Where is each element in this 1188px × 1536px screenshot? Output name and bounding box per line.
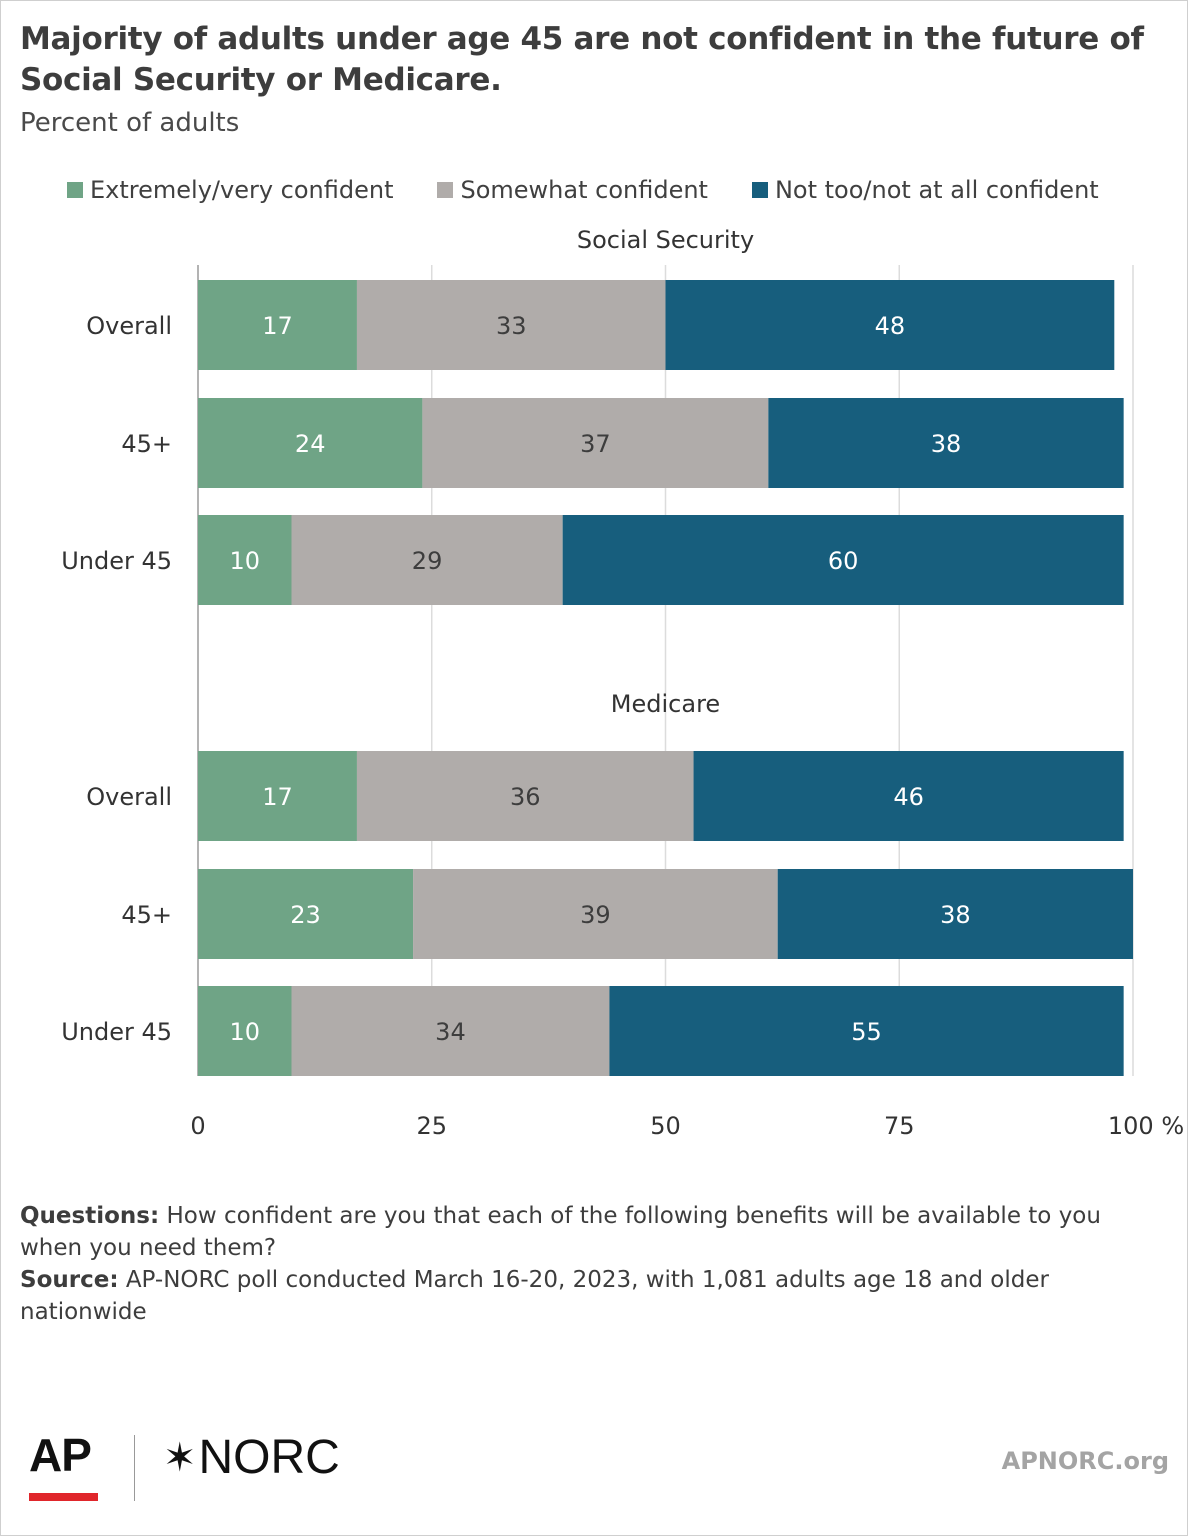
x-tick-label: 100 % (1108, 1112, 1184, 1140)
data-label: 38 (940, 901, 971, 929)
bar-segment (768, 398, 1124, 488)
legend-swatch-extremely-very (67, 182, 83, 198)
data-label: 37 (580, 430, 611, 458)
bar-segment (291, 515, 563, 605)
bar-segment (198, 398, 423, 488)
bar-segment (198, 515, 292, 605)
stacked-bar-chart: Social Security Overall 17 33 48 45+ 24 37 38 Und… (61, 226, 1184, 1140)
data-label: 39 (580, 901, 611, 929)
questions-note: Questions: How confident are you that ea… (20, 1200, 1140, 1264)
data-label: 23 (290, 901, 321, 929)
legend-label-somewhat: Somewhat confident (460, 176, 708, 204)
chart-title: Majority of adults under age 45 are not … (20, 21, 1144, 98)
bar-segment (562, 515, 1124, 605)
bar-segment (198, 751, 357, 841)
bar-segment (413, 869, 778, 959)
ap-logo: AP (29, 1429, 92, 1481)
data-label: 34 (435, 1018, 466, 1046)
legend-swatch-not-too (751, 182, 768, 198)
category-label: 45+ (121, 901, 172, 929)
bar-segment (356, 751, 694, 841)
legend-item-somewhat: Somewhat confident (437, 176, 708, 204)
category-label: Under 45 (61, 547, 172, 575)
bar-segment (198, 869, 414, 959)
logo-divider (134, 1435, 135, 1501)
data-label: 60 (828, 547, 859, 575)
legend-label-extremely-very: Extremely/very confident (90, 176, 394, 204)
norc-star-icon: ✶ (163, 1436, 197, 1480)
bar-segment (777, 869, 1133, 959)
chart-subtitle: Percent of adults (20, 108, 240, 138)
category-label: 45+ (121, 430, 172, 458)
data-label: 29 (412, 547, 443, 575)
data-label: 24 (295, 430, 326, 458)
data-label: 38 (931, 430, 962, 458)
source-label: Source: (20, 1267, 119, 1293)
norc-logo-text: NORC (198, 1431, 340, 1484)
bar-segment (609, 986, 1124, 1076)
bar-segment (356, 280, 666, 370)
norc-logo: ✶ NORC (163, 1431, 340, 1485)
data-label: 33 (496, 312, 527, 340)
bar-segment (198, 280, 357, 370)
data-label: 17 (262, 312, 293, 340)
site-url: APNORC.org (1001, 1447, 1169, 1475)
bar-segment (198, 986, 292, 1076)
data-label: 36 (510, 783, 541, 811)
legend-swatch-somewhat (437, 182, 454, 198)
data-label: 55 (851, 1018, 882, 1046)
source-note: Source: AP-NORC poll conducted March 16-… (20, 1264, 1140, 1328)
data-label: 10 (229, 547, 260, 575)
ap-logo-underline (29, 1493, 98, 1501)
panel-title: Medicare (611, 690, 720, 718)
bar-segment (422, 398, 769, 488)
x-tick-label: 0 (190, 1112, 205, 1140)
x-tick-label: 25 (416, 1112, 447, 1140)
category-label: Under 45 (61, 1018, 172, 1046)
questions-text: How confident are you that each of the f… (20, 1203, 1101, 1261)
chart-notes: Questions: How confident are you that ea… (20, 1200, 1140, 1328)
legend-item-not-too: Not too/not at all confident (751, 176, 1099, 204)
legend-label-not-too: Not too/not at all confident (774, 176, 1099, 204)
category-label: Overall (86, 783, 172, 811)
legend-item-extremely-very: Extremely/very confident (67, 176, 393, 204)
bar-segment (693, 751, 1124, 841)
source-text: AP-NORC poll conducted March 16-20, 2023… (20, 1267, 1049, 1325)
panel-title: Social Security (577, 226, 754, 254)
questions-label: Questions: (20, 1203, 160, 1229)
bar-segment (291, 986, 610, 1076)
data-label: 17 (262, 783, 293, 811)
data-label: 10 (229, 1018, 260, 1046)
x-tick-label: 50 (650, 1112, 681, 1140)
data-label: 48 (875, 312, 906, 340)
bar-segment (665, 280, 1115, 370)
x-tick-label: 75 (884, 1112, 915, 1140)
category-label: Overall (86, 312, 172, 340)
data-label: 46 (893, 783, 924, 811)
legend: Extremely/very confident Somewhat confid… (67, 173, 1099, 207)
